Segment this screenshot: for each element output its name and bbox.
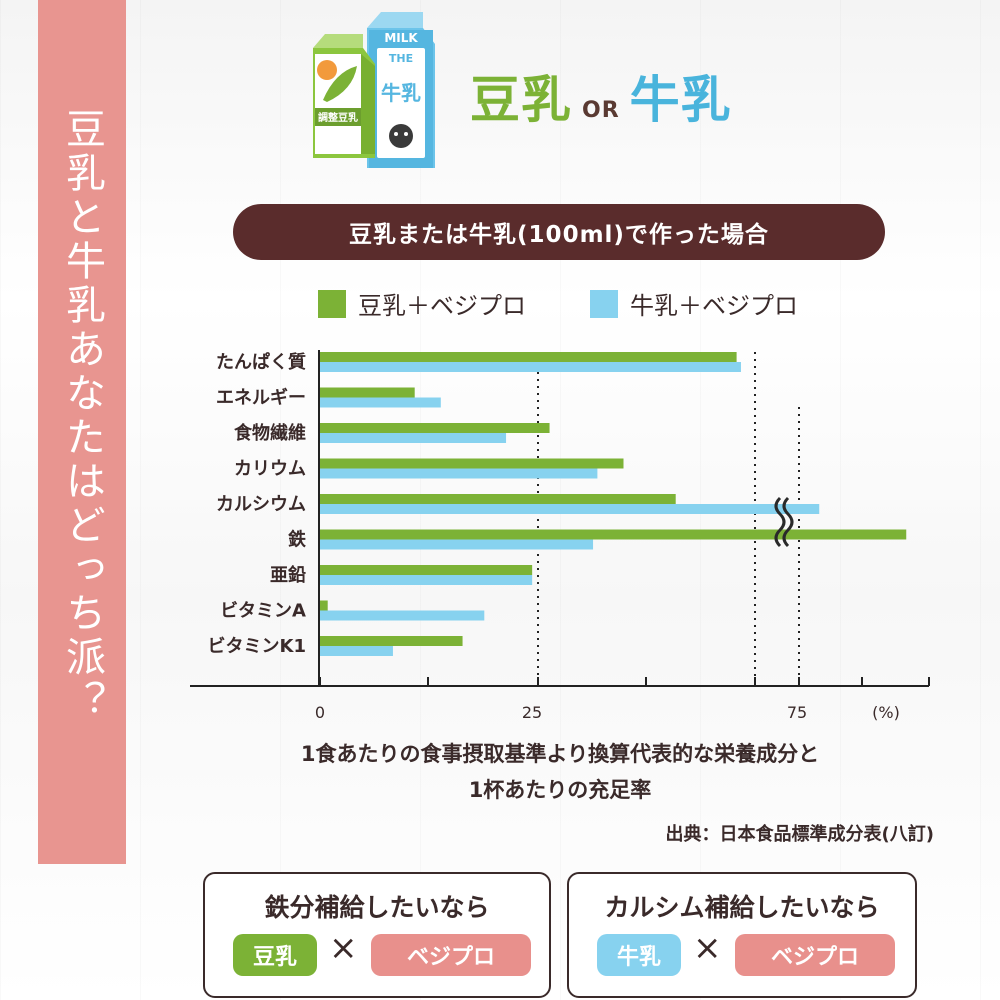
sun-icon — [317, 60, 337, 80]
carton-soy-label: 調整豆乳 — [318, 111, 358, 124]
chart-caption: 1食あたりの食事摂取基準より換算代表的な栄養成分と 1杯あたりの充足率 — [200, 736, 920, 808]
legend-label-milk: 牛乳＋ベジプロ — [630, 292, 798, 320]
tip-cross-calcium: × — [693, 928, 722, 968]
cow-icon — [389, 124, 413, 148]
title-or: OR — [582, 98, 620, 123]
category-label: 鉄 — [288, 529, 306, 551]
legend-item-soy: 豆乳＋ベジプロ — [318, 286, 526, 321]
tip-pill-milk: 牛乳 — [597, 934, 681, 976]
legend-label-soy: 豆乳＋ベジプロ — [358, 292, 526, 320]
bar-soy-7 — [319, 600, 328, 611]
title-milk: 牛乳 — [629, 71, 732, 129]
bar-soy-8 — [319, 636, 463, 646]
milk-cartons-illustration: MILK THE 牛乳 調整豆乳 — [313, 12, 435, 168]
category-label: カルシウム — [216, 494, 306, 515]
x-tick-label: 0 — [315, 703, 325, 722]
page-title: 豆乳 OR 牛乳 — [470, 60, 732, 132]
x-tick-label: 75 — [787, 703, 807, 722]
bar-soy-5 — [319, 529, 907, 540]
bar-milk-6 — [319, 575, 533, 585]
side-banner: 豆乳と牛乳あなたはどっち派？ — [38, 0, 126, 864]
category-label: エネルギー — [216, 388, 306, 409]
tip-pill-soy: 豆乳 — [233, 934, 317, 976]
carton-milk-the-text: THE — [389, 52, 413, 65]
bar-soy-3 — [319, 458, 624, 469]
bar-milk-2 — [319, 433, 507, 443]
category-label: たんぱく質 — [216, 351, 306, 373]
bar-soy-2 — [319, 423, 550, 433]
x-tick-label: 25 — [522, 703, 542, 722]
tip-title-calcium: カルシム補給したいなら — [604, 893, 880, 922]
carton-milk-top-text: MILK — [384, 31, 418, 45]
x-tick-label: (%) — [872, 703, 900, 722]
bar-soy-0 — [319, 352, 737, 362]
bar-milk-3 — [319, 468, 598, 479]
bar-soy-4 — [319, 494, 676, 504]
bar-milk-7 — [319, 610, 485, 621]
bar-milk-5 — [319, 539, 594, 550]
carton-milk-name-text: 牛乳 — [381, 81, 421, 105]
bar-soy-1 — [319, 387, 415, 398]
tip-box-calcium: カルシム補給したいなら 牛乳 × ベジプロ — [567, 872, 917, 998]
tip-pill-vegipro-2: ベジプロ — [735, 934, 895, 976]
category-label: 亜鉛 — [270, 564, 306, 586]
tip-title-iron: 鉄分補給したいなら — [264, 893, 490, 922]
category-label: 食物繊維 — [233, 422, 306, 444]
legend-item-milk: 牛乳＋ベジプロ — [590, 286, 798, 321]
category-label: カリウム — [234, 459, 306, 480]
bar-milk-0 — [319, 362, 741, 372]
tip-box-iron: 鉄分補給したいなら 豆乳 × ベジプロ — [203, 872, 551, 998]
subtitle-pill: 豆乳または牛乳(100ml)で作った場合 — [233, 204, 885, 260]
category-label: ビタミンA — [220, 601, 306, 622]
bar-milk-4 — [319, 504, 820, 514]
caption-line-1: 1食あたりの食事摂取基準より換算代表的な栄養成分と — [300, 742, 820, 766]
bar-soy-6 — [319, 565, 533, 575]
bar-milk-1 — [319, 397, 441, 408]
title-soy: 豆乳 — [470, 71, 572, 129]
axis-break-mark-1 — [774, 496, 786, 548]
soybean-pod-icon — [323, 66, 357, 102]
caption-line-2: 1杯あたりの充足率 — [468, 778, 652, 802]
source-note: 出典：日本食品標準成分表(八訂) — [665, 824, 934, 845]
side-banner-text: 豆乳と牛乳あなたはどっち派？ — [59, 108, 105, 724]
axis-break-mark-2 — [782, 496, 794, 548]
subtitle-text: 豆乳または牛乳(100ml)で作った場合 — [349, 222, 769, 248]
bar-milk-8 — [319, 646, 393, 656]
category-label: ビタミンK1 — [208, 636, 306, 657]
tip-pill-vegipro-1: ベジプロ — [371, 934, 531, 976]
legend-swatch-milk — [590, 289, 618, 318]
legend-swatch-soy — [318, 289, 346, 318]
tip-cross-iron: × — [329, 928, 358, 968]
